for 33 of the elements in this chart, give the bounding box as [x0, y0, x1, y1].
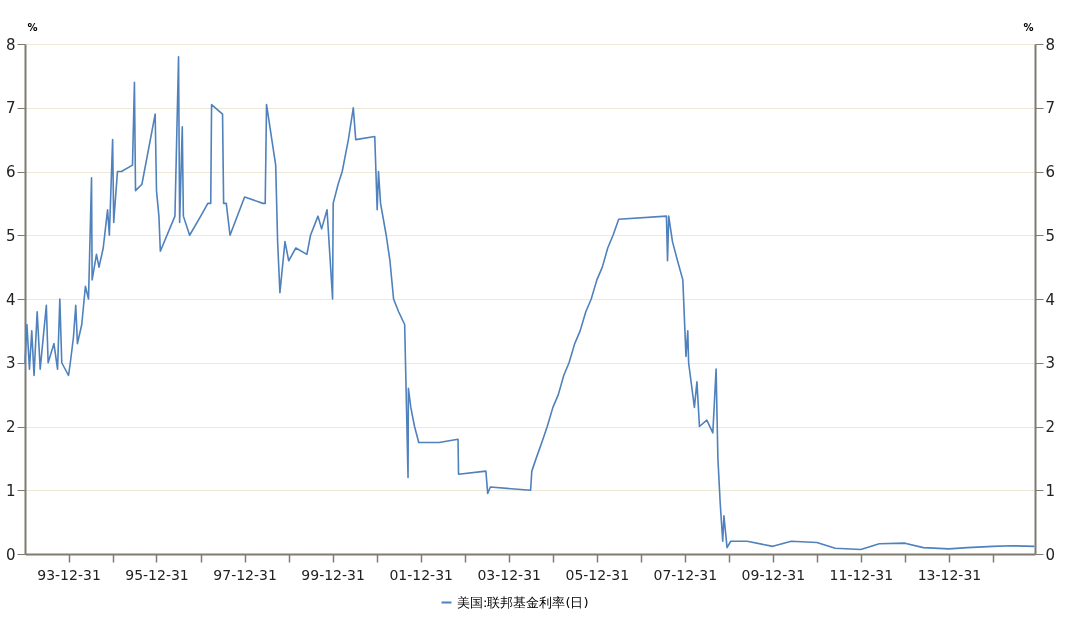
y2-tick-label: 1 [1045, 481, 1056, 500]
y2-tick-label: 8 [1045, 35, 1056, 54]
y-tick-label: 7 [5, 99, 16, 118]
x-tick-label: 93-12-31 [37, 566, 101, 583]
y-tick-label: 3 [5, 354, 16, 373]
y-tick-label: 4 [5, 290, 16, 309]
y-axis-title: % [27, 21, 38, 33]
y-tick-label: 8 [5, 35, 16, 54]
y-tick-label: 5 [5, 226, 16, 245]
y2-tick-label: 0 [1045, 545, 1056, 564]
x-tick-label: 01-12-31 [389, 566, 453, 583]
x-tick-label: 11-12-31 [829, 566, 894, 583]
y-tick-label: 2 [5, 418, 16, 436]
x-tick-label: 13-12-31 [917, 566, 982, 583]
x-tick-label: 97-12-31 [213, 566, 277, 583]
x-tick-label: 03-12-31 [477, 566, 541, 583]
x-tick-label: 95-12-31 [125, 566, 189, 583]
y2-tick-label: 7 [1045, 99, 1056, 118]
line-series [24, 55, 1036, 551]
y2-tick-label: 5 [1045, 226, 1056, 245]
y2-tick-label: 3 [1045, 354, 1056, 373]
y-tick-label: 0 [5, 545, 16, 564]
y2-tick-label: 4 [1045, 290, 1056, 309]
y2-axis-title: % [1023, 21, 1034, 33]
y-tick-label: 1 [5, 481, 16, 500]
x-tick-label: 05-12-31 [565, 566, 630, 583]
y2-tick-label: 2 [1045, 418, 1056, 436]
x-tick-label: 09-12-31 [741, 566, 806, 583]
y-tick-label: 6 [5, 163, 16, 181]
y2-tick-label: 6 [1045, 163, 1056, 181]
legend-label: 美国:联邦基金利率(日) [457, 594, 589, 610]
x-tick-label: 07-12-31 [653, 566, 718, 583]
x-tick-label: 99-12-31 [301, 566, 365, 583]
